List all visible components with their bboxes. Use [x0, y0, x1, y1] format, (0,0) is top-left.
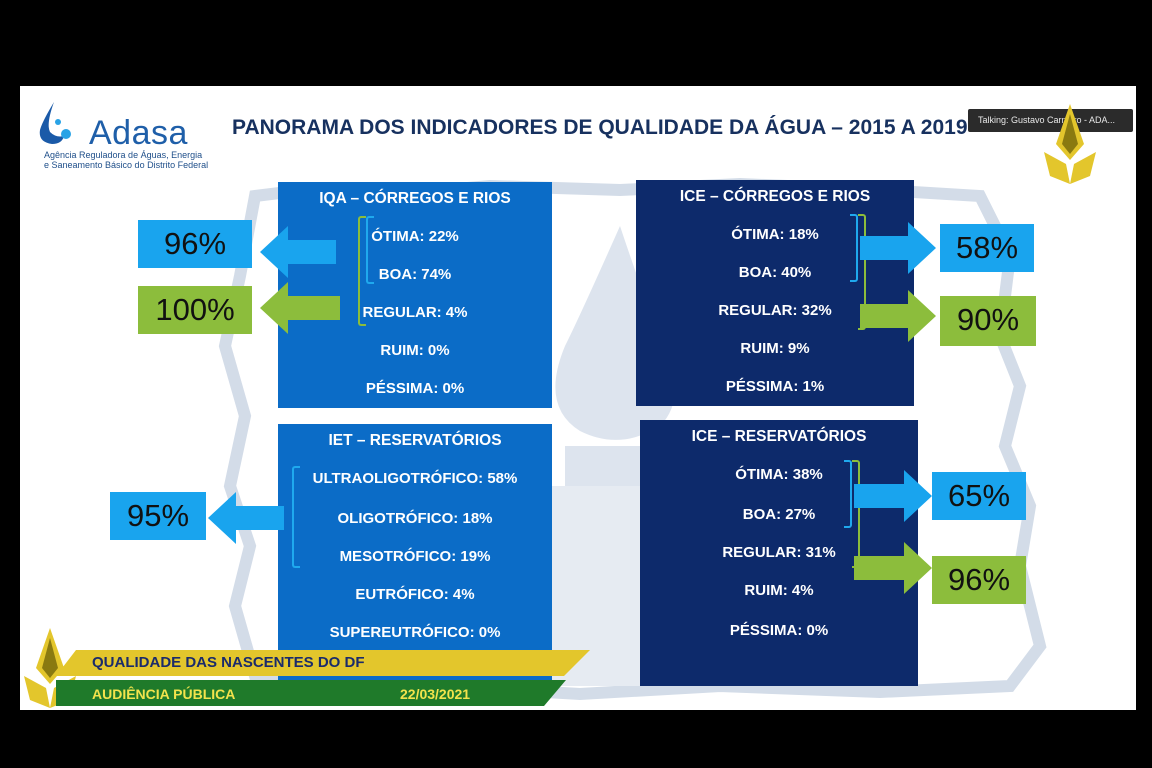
- panel-iqa: IQA – CÓRREGOS E RIOS ÓTIMA: 22% BOA: 74…: [278, 182, 552, 408]
- panel-ice-rios-row: BOA: 40%: [738, 264, 812, 281]
- watermark-background: [218, 177, 1047, 701]
- panel-ice-res-row: RUIM: 4%: [744, 582, 814, 599]
- banner-line2: AUDIÊNCIA PÚBLICA: [92, 686, 236, 702]
- arrow-right-green: [860, 290, 936, 342]
- panel-ice-rios-title: ICE – CÓRREGOS E RIOS: [679, 188, 871, 205]
- event-banner: QUALIDADE DAS NASCENTES DO DF AUDIÊNCIA …: [0, 628, 600, 710]
- adasa-logo: Adasa Agência Reguladora de Águas, Energ…: [34, 94, 214, 170]
- panel-iet-row: EUTRÓFICO: 4%: [355, 586, 475, 603]
- panel-ice-rios-row: ÓTIMA: 18%: [731, 226, 819, 243]
- ice-res-summary-top: 65%: [932, 472, 1026, 520]
- arrow-left-blue: [208, 492, 284, 544]
- logo-subtitle-line1: Agência Reguladora de Águas, Energia: [44, 150, 203, 160]
- panel-ice-res-row: BOA: 27%: [742, 506, 816, 523]
- bracket-blue: [366, 216, 374, 284]
- bracket-blue: [844, 460, 852, 528]
- bracket-green: [358, 216, 366, 326]
- panel-iet-row: OLIGOTRÓFICO: 18%: [337, 510, 493, 527]
- arrow-right-blue: [860, 222, 936, 274]
- talking-indicator: Talking: Gustavo Carneiro - ADA...: [968, 109, 1133, 132]
- ice-rios-summary-bottom: 90%: [940, 296, 1036, 346]
- panel-ice-res-row: ÓTIMA: 38%: [735, 466, 823, 483]
- panel-ice-res-row: REGULAR: 31%: [722, 544, 836, 561]
- panel-iqa-row: REGULAR: 4%: [362, 304, 468, 321]
- panel-iqa-title: IQA – CÓRREGOS E RIOS: [319, 190, 511, 207]
- logo-subtitle-line2: e Saneamento Básico do Distrito Federal: [44, 160, 209, 170]
- panel-ice-rios: ICE – CÓRREGOS E RIOS ÓTIMA: 18% BOA: 40…: [636, 180, 914, 406]
- bracket-green: [858, 214, 866, 330]
- panel-ice-rios-row: RUIM: 9%: [740, 340, 810, 357]
- slide-title: PANORAMA DOS INDICADORES DE QUALIDADE DA…: [232, 116, 968, 139]
- banner-line1: QUALIDADE DAS NASCENTES DO DF: [92, 654, 365, 671]
- arrow-right-blue: [854, 470, 932, 522]
- panel-ice-rios-row: PÉSSIMA: 1%: [725, 378, 825, 395]
- panel-iet-title: IET – RESERVATÓRIOS: [328, 432, 502, 449]
- ice-rios-summary-top: 58%: [940, 224, 1034, 272]
- ice-res-summary-bottom: 96%: [932, 556, 1026, 604]
- iqa-summary-bottom: 100%: [138, 286, 252, 334]
- panel-iqa-row: RUIM: 0%: [380, 342, 450, 359]
- logo-subtitle: Agência Reguladora de Águas, Energia e S…: [44, 150, 244, 170]
- panel-iqa-row: ÓTIMA: 22%: [371, 228, 459, 245]
- panel-iet-row: ULTRAOLIGOTRÓFICO: 58%: [312, 470, 518, 487]
- panel-iet: IET – RESERVATÓRIOS ULTRAOLIGOTRÓFICO: 5…: [278, 424, 552, 688]
- presentation-slide: Adasa Agência Reguladora de Águas, Energ…: [20, 86, 1136, 710]
- arrow-left-green: [260, 282, 340, 334]
- panel-iet-row: SUPEREUTRÓFICO: 0%: [329, 624, 501, 641]
- panel-iet-row: MESOTRÓFICO: 19%: [339, 548, 491, 565]
- panel-ice-reservatorios: ICE – RESERVATÓRIOS ÓTIMA: 38% BOA: 27% …: [640, 420, 918, 686]
- iet-summary: 95%: [110, 492, 206, 540]
- water-drop-icon: [39, 102, 71, 144]
- brasilia-emblem-icon: [1044, 104, 1096, 184]
- banner-date: 22/03/2021: [400, 686, 471, 702]
- panel-iqa-row: PÉSSIMA: 0%: [365, 380, 465, 397]
- panel-ice-res-title: ICE – RESERVATÓRIOS: [691, 428, 867, 445]
- logo-name: Adasa: [89, 114, 188, 152]
- iqa-summary-top: 96%: [138, 220, 252, 268]
- bracket-blue: [850, 214, 858, 282]
- panel-ice-rios-row: REGULAR: 32%: [718, 302, 832, 319]
- banner-stripes: [56, 650, 590, 706]
- bracket-blue: [292, 466, 300, 568]
- arrow-right-green: [854, 542, 932, 594]
- panel-ice-res-row: PÉSSIMA: 0%: [729, 622, 829, 639]
- panel-iqa-row: BOA: 74%: [378, 266, 452, 283]
- arrow-left-blue: [260, 226, 336, 278]
